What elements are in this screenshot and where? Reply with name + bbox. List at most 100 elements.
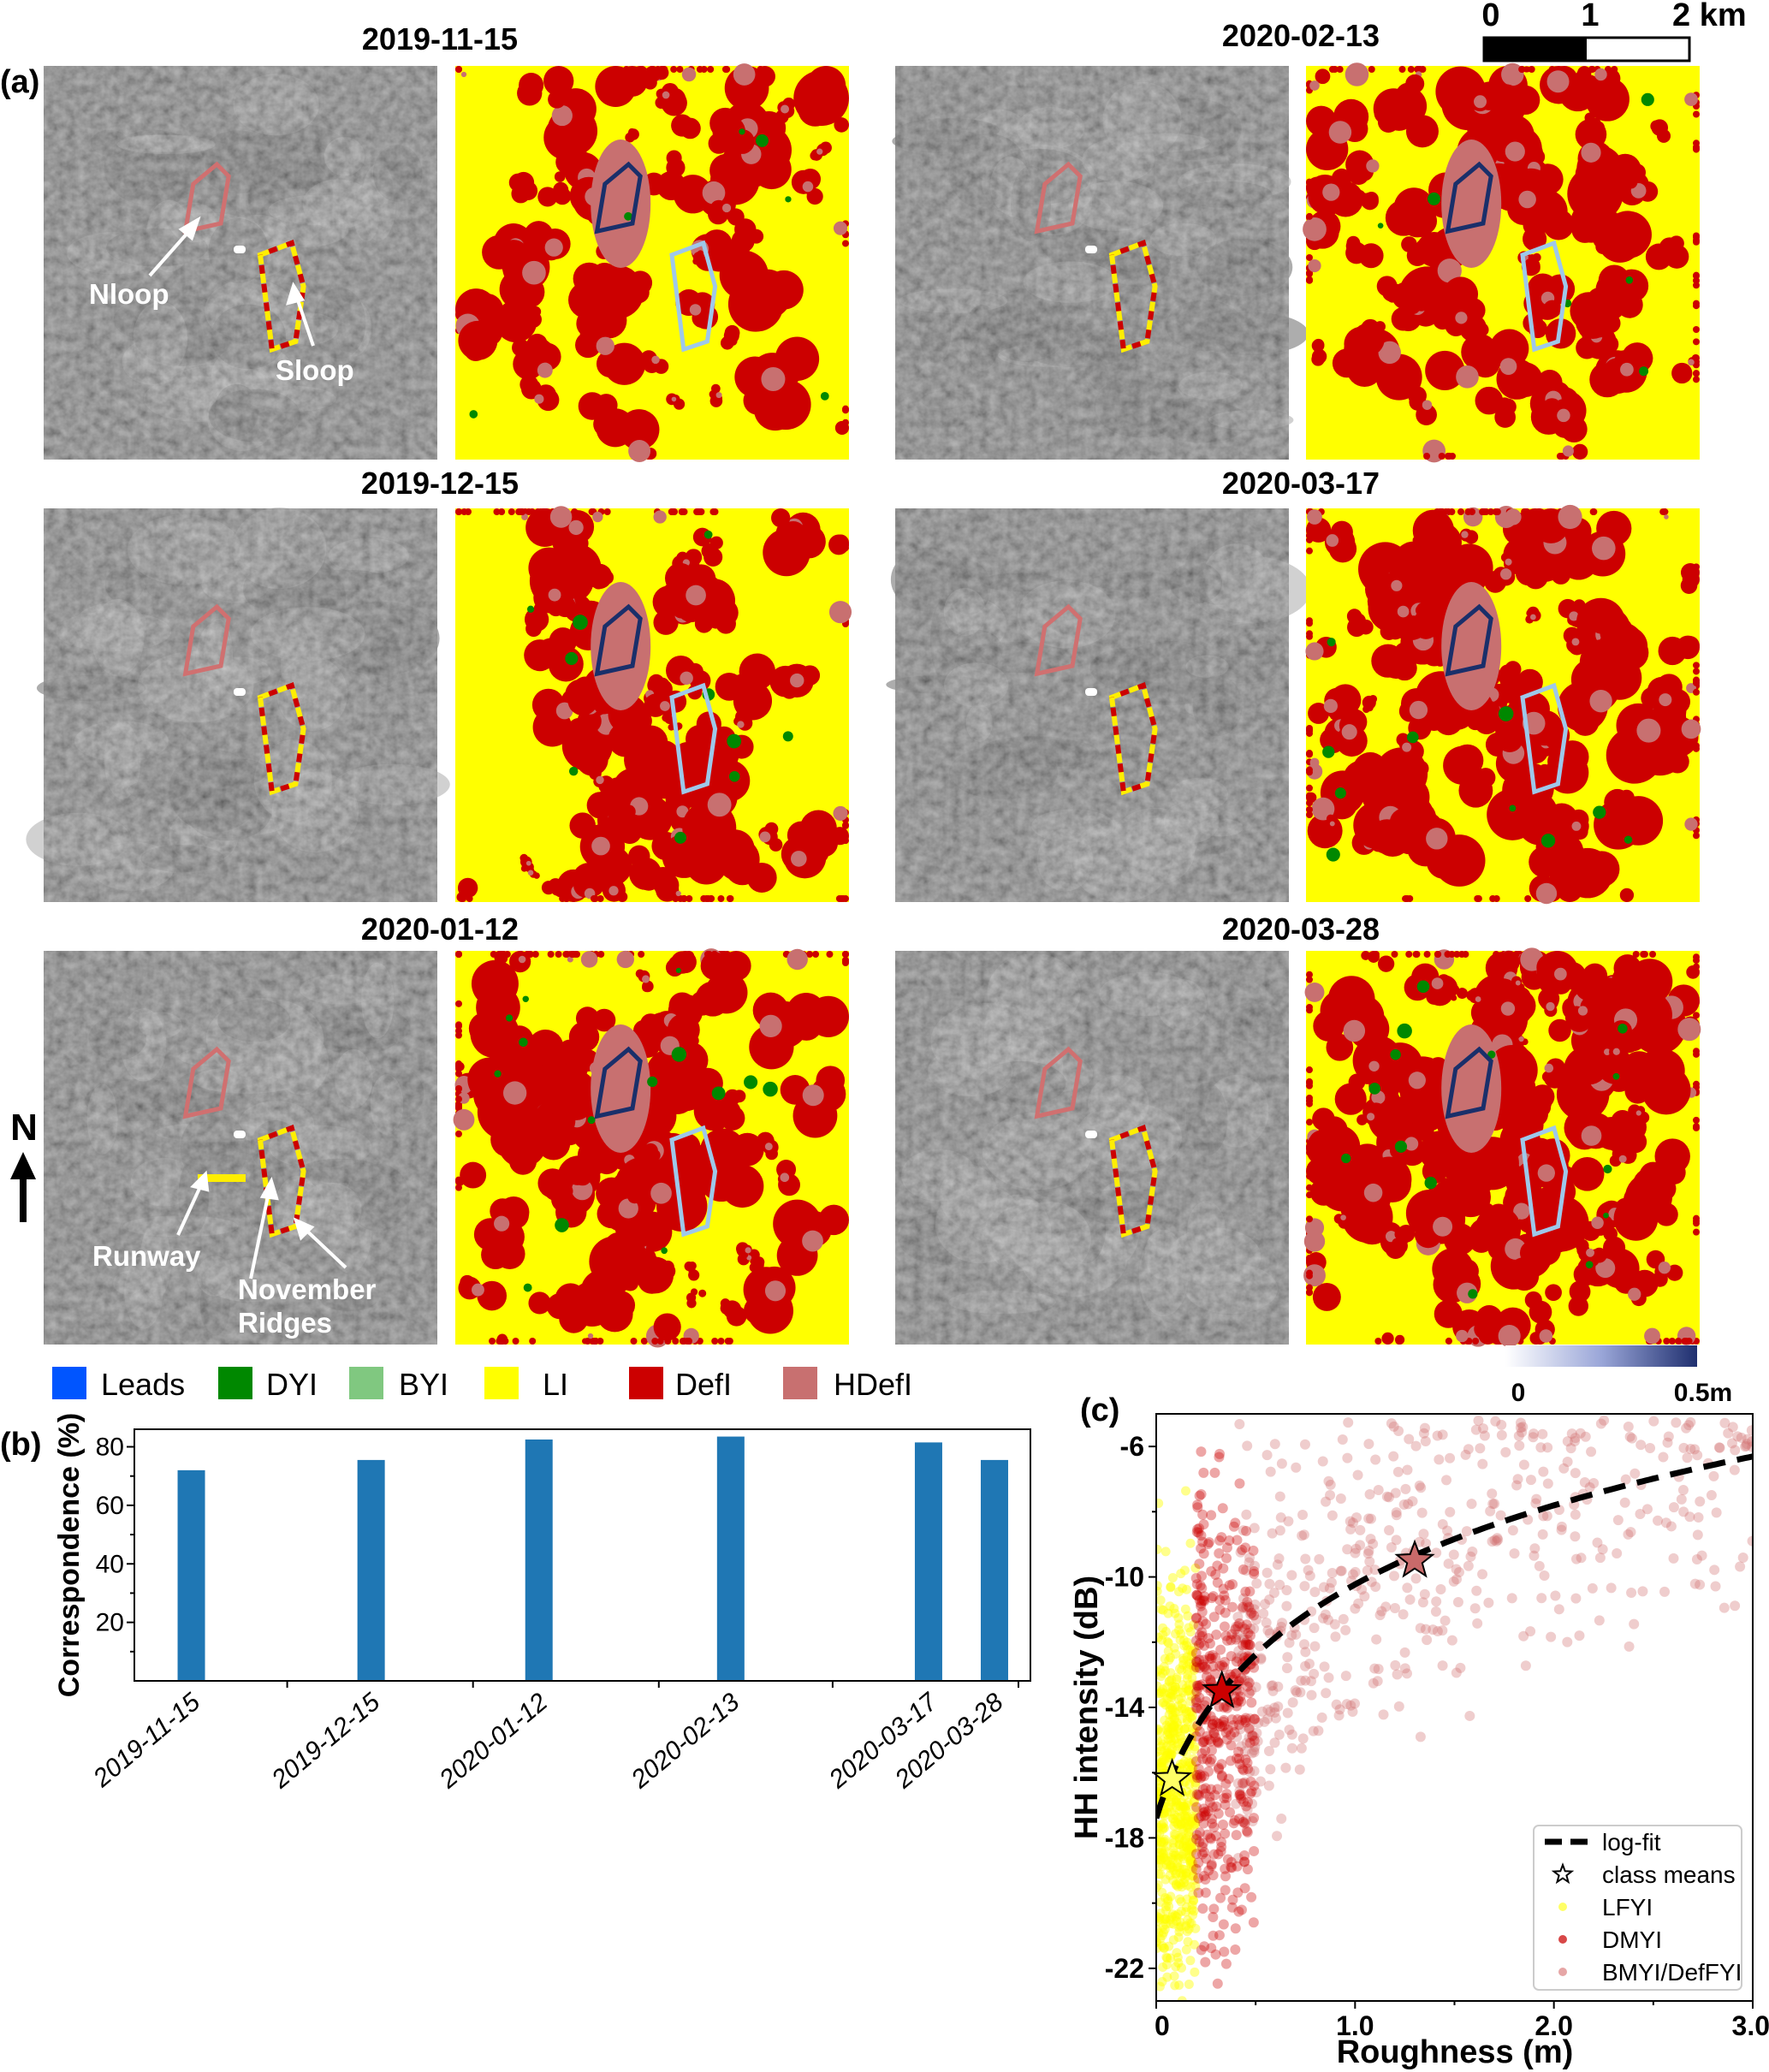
point-lfyi bbox=[1158, 1819, 1168, 1829]
point-lfyi bbox=[1156, 1746, 1166, 1756]
point-bmyi bbox=[1256, 1653, 1267, 1664]
point-lfyi bbox=[1174, 1927, 1184, 1937]
point-lfyi bbox=[1178, 1803, 1188, 1814]
point-lfyi bbox=[1161, 1952, 1172, 1962]
point-lfyi bbox=[1180, 1724, 1190, 1734]
point-dmyi bbox=[1202, 1754, 1213, 1765]
point-lfyi bbox=[1156, 1761, 1163, 1772]
point-lfyi bbox=[1156, 1751, 1164, 1761]
point-lfyi bbox=[1156, 1727, 1166, 1737]
point-bmyi bbox=[1331, 1699, 1342, 1710]
point-bmyi bbox=[1326, 1577, 1337, 1588]
point-bmyi bbox=[1255, 1641, 1266, 1652]
point-lfyi bbox=[1158, 1822, 1168, 1832]
point-lfyi bbox=[1190, 1769, 1200, 1779]
point-lfyi bbox=[1165, 1676, 1175, 1686]
point-bmyi bbox=[1741, 1440, 1752, 1452]
point-dmyi bbox=[1215, 1846, 1226, 1857]
point-dmyi bbox=[1249, 1568, 1260, 1579]
point-dmyi bbox=[1201, 1809, 1212, 1820]
point-dmyi bbox=[1202, 1539, 1214, 1550]
point-dmyi bbox=[1203, 1633, 1214, 1644]
point-dmyi bbox=[1194, 1594, 1205, 1606]
scale-label-1: 1 bbox=[1581, 0, 1599, 33]
point-bmyi bbox=[1420, 1436, 1431, 1447]
point-bmyi bbox=[1489, 1498, 1500, 1509]
point-bmyi bbox=[1347, 1569, 1358, 1580]
point-lfyi bbox=[1156, 1822, 1164, 1832]
point-bmyi bbox=[1485, 1505, 1496, 1517]
point-bmyi bbox=[1249, 1623, 1260, 1634]
point-dmyi bbox=[1226, 1856, 1237, 1867]
point-lfyi bbox=[1161, 1626, 1171, 1636]
point-bmyi bbox=[1599, 1415, 1610, 1426]
point-dmyi bbox=[1206, 1859, 1217, 1870]
point-lfyi bbox=[1156, 1665, 1166, 1675]
point-lfyi bbox=[1181, 1816, 1191, 1826]
point-bmyi bbox=[1529, 1543, 1540, 1554]
point-bmyi bbox=[1546, 1631, 1557, 1642]
point-dmyi bbox=[1216, 1532, 1227, 1543]
point-dmyi bbox=[1197, 1737, 1208, 1748]
point-lfyi bbox=[1167, 1862, 1178, 1873]
point-bmyi bbox=[1246, 1685, 1257, 1696]
point-lfyi bbox=[1162, 1730, 1172, 1740]
point-dmyi bbox=[1206, 1754, 1217, 1765]
point-dmyi bbox=[1197, 1903, 1208, 1915]
point-bmyi bbox=[1363, 1546, 1374, 1557]
point-dmyi bbox=[1199, 1591, 1210, 1602]
point-lfyi bbox=[1181, 1833, 1191, 1843]
date-title-6: 2020-03-28 bbox=[1222, 911, 1380, 947]
point-dmyi bbox=[1232, 1714, 1244, 1725]
point-bmyi bbox=[1418, 1529, 1429, 1540]
point-lfyi bbox=[1167, 1814, 1178, 1824]
point-lfyi bbox=[1185, 1843, 1196, 1853]
panel-c-label: (c) bbox=[1080, 1392, 1119, 1428]
point-bmyi bbox=[1286, 1570, 1297, 1581]
point-bmyi bbox=[1422, 1635, 1433, 1646]
point-lfyi bbox=[1189, 1664, 1199, 1674]
point-lfyi bbox=[1162, 1894, 1172, 1904]
point-bmyi bbox=[1373, 1485, 1384, 1496]
point-bmyi bbox=[1321, 1496, 1332, 1507]
point-lfyi bbox=[1177, 1797, 1187, 1808]
point-bmyi bbox=[1318, 1612, 1329, 1624]
legend-swatch-defi bbox=[629, 1367, 663, 1399]
point-lfyi bbox=[1183, 1611, 1193, 1621]
point-lfyi bbox=[1187, 1714, 1197, 1725]
point-bmyi bbox=[1539, 1570, 1550, 1582]
point-lfyi bbox=[1190, 1688, 1200, 1698]
point-bmyi bbox=[1300, 1675, 1311, 1686]
point-lfyi bbox=[1169, 1821, 1179, 1832]
point-bmyi bbox=[1531, 1493, 1542, 1505]
point-bmyi bbox=[1665, 1521, 1677, 1532]
point-lfyi bbox=[1178, 1583, 1188, 1594]
point-bmyi bbox=[1233, 1653, 1244, 1665]
point-lfyi bbox=[1189, 1797, 1199, 1808]
point-dmyi bbox=[1191, 1802, 1202, 1813]
point-bmyi bbox=[1252, 1736, 1263, 1747]
point-dmyi bbox=[1238, 1796, 1250, 1808]
point-bmyi bbox=[1537, 1428, 1548, 1440]
point-dmyi bbox=[1214, 1548, 1225, 1559]
point-bmyi bbox=[1251, 1727, 1262, 1738]
point-dmyi bbox=[1220, 1885, 1231, 1896]
point-lfyi bbox=[1166, 1744, 1177, 1754]
point-bmyi bbox=[1535, 1442, 1546, 1453]
point-dmyi bbox=[1193, 1857, 1204, 1868]
point-lfyi bbox=[1190, 1939, 1200, 1950]
point-dmyi bbox=[1194, 1630, 1205, 1641]
point-bmyi bbox=[1708, 1470, 1719, 1481]
point-bmyi bbox=[1380, 1601, 1392, 1612]
point-dmyi bbox=[1230, 1517, 1241, 1529]
point-lfyi bbox=[1161, 1874, 1171, 1885]
point-dmyi bbox=[1239, 1883, 1250, 1894]
point-bmyi bbox=[1242, 1440, 1253, 1452]
sar-image-4 bbox=[892, 66, 1309, 460]
point-bmyi bbox=[1294, 1764, 1305, 1775]
point-bmyi bbox=[1356, 1584, 1368, 1595]
point-lfyi bbox=[1182, 1800, 1192, 1810]
point-lfyi bbox=[1189, 1861, 1199, 1872]
point-bmyi bbox=[1262, 1625, 1273, 1636]
point-lfyi bbox=[1166, 1912, 1177, 1922]
